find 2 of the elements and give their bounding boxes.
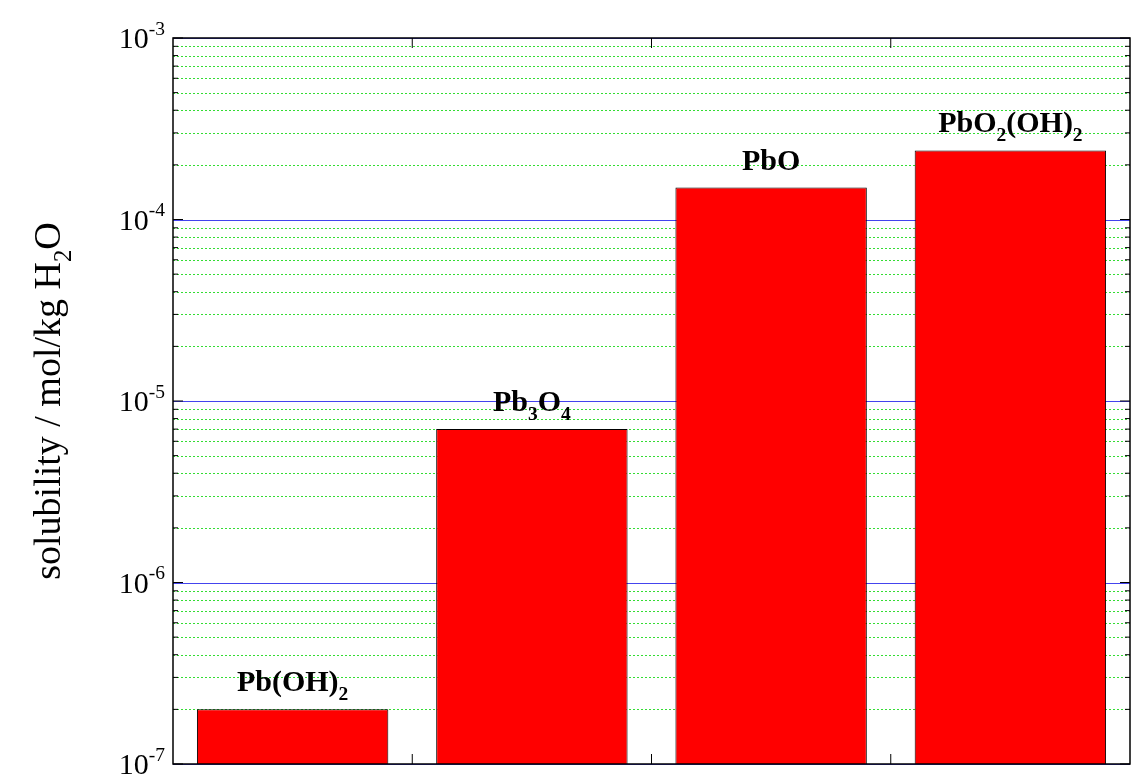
x-tick-label: PbO	[741, 142, 801, 176]
y-axis-title: solubility / mol/kg H2O	[26, 222, 77, 580]
